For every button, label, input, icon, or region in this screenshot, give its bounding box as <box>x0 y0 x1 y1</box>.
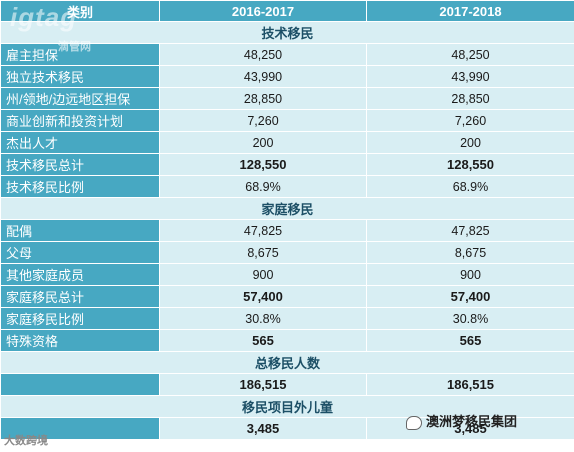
section-title: 技术移民 <box>0 21 574 44</box>
cell-value: 8,675 <box>159 241 367 264</box>
cell-value: 47,825 <box>159 219 367 242</box>
cell-value: 3,485 <box>366 417 574 440</box>
cell-value: 30.8% <box>366 307 574 330</box>
cell-value: 200 <box>159 131 367 154</box>
immigration-table: 类别 2016-2017 2017-2018 技术移民 雇主担保 48,250 … <box>0 0 574 440</box>
table-row: 家庭移民比例 30.8% 30.8% <box>0 307 574 330</box>
row-label: 技术移民比例 <box>0 175 160 198</box>
table-row: 特殊资格 565 565 <box>0 329 574 352</box>
cell-value: 186,515 <box>159 373 367 396</box>
table-row: 州/领地/边远地区担保 28,850 28,850 <box>0 87 574 110</box>
row-label: 雇主担保 <box>0 43 160 66</box>
table-row-total: 家庭移民总计 57,400 57,400 <box>0 285 574 308</box>
header-col-2017: 2017-2018 <box>366 0 574 22</box>
table-row: 杰出人才 200 200 <box>0 131 574 154</box>
cell-value: 28,850 <box>159 87 367 110</box>
cell-value: 186,515 <box>366 373 574 396</box>
cell-value: 68.9% <box>159 175 367 198</box>
cell-value: 48,250 <box>159 43 367 66</box>
cell-value: 7,260 <box>366 109 574 132</box>
cell-value: 128,550 <box>159 153 367 176</box>
row-label: 州/领地/边远地区担保 <box>0 87 160 110</box>
row-label-empty <box>0 417 160 440</box>
cell-value: 43,990 <box>366 65 574 88</box>
row-label: 杰出人才 <box>0 131 160 154</box>
table-row: 其他家庭成员 900 900 <box>0 263 574 286</box>
table-row: 雇主担保 48,250 48,250 <box>0 43 574 66</box>
cell-value: 57,400 <box>159 285 367 308</box>
cell-value: 900 <box>366 263 574 286</box>
cell-value: 48,250 <box>366 43 574 66</box>
table-row: 独立技术移民 43,990 43,990 <box>0 65 574 88</box>
cell-value: 200 <box>366 131 574 154</box>
table-row-total: 技术移民总计 128,550 128,550 <box>0 153 574 176</box>
row-label: 父母 <box>0 241 160 264</box>
row-label: 特殊资格 <box>0 329 160 352</box>
cell-value: 28,850 <box>366 87 574 110</box>
table-row-child: 3,485 3,485 <box>0 417 574 440</box>
cell-value: 68.9% <box>366 175 574 198</box>
section-skilled: 技术移民 <box>0 21 574 44</box>
cell-value: 57,400 <box>366 285 574 308</box>
row-label-empty <box>0 373 160 396</box>
section-family: 家庭移民 <box>0 197 574 220</box>
row-label: 技术移民总计 <box>0 153 160 176</box>
cell-value: 43,990 <box>159 65 367 88</box>
header-category: 类别 <box>0 0 160 22</box>
cell-value: 47,825 <box>366 219 574 242</box>
table-row: 父母 8,675 8,675 <box>0 241 574 264</box>
table-row: 配偶 47,825 47,825 <box>0 219 574 242</box>
section-child: 移民项目外儿童 <box>0 395 574 418</box>
cell-value: 3,485 <box>159 417 367 440</box>
section-title: 移民项目外儿童 <box>0 395 574 418</box>
row-label: 家庭移民比例 <box>0 307 160 330</box>
table-row-grand-total: 186,515 186,515 <box>0 373 574 396</box>
cell-value: 565 <box>159 329 367 352</box>
cell-value: 900 <box>159 263 367 286</box>
row-label: 独立技术移民 <box>0 65 160 88</box>
row-label: 其他家庭成员 <box>0 263 160 286</box>
header-row: 类别 2016-2017 2017-2018 <box>0 0 574 22</box>
section-total: 总移民人数 <box>0 351 574 374</box>
row-label: 配偶 <box>0 219 160 242</box>
cell-value: 8,675 <box>366 241 574 264</box>
cell-value: 7,260 <box>159 109 367 132</box>
section-title: 总移民人数 <box>0 351 574 374</box>
section-title: 家庭移民 <box>0 197 574 220</box>
row-label: 家庭移民总计 <box>0 285 160 308</box>
table-row: 技术移民比例 68.9% 68.9% <box>0 175 574 198</box>
table-row: 商业创新和投资计划 7,260 7,260 <box>0 109 574 132</box>
row-label: 商业创新和投资计划 <box>0 109 160 132</box>
cell-value: 30.8% <box>159 307 367 330</box>
cell-value: 128,550 <box>366 153 574 176</box>
cell-value: 565 <box>366 329 574 352</box>
header-col-2016: 2016-2017 <box>159 0 367 22</box>
